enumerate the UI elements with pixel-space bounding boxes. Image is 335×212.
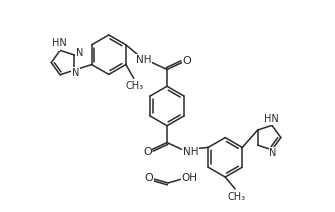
Text: HN: HN [52,38,66,49]
Text: CH₃: CH₃ [126,81,144,91]
Text: H: H [53,41,60,50]
Text: CH₃: CH₃ [227,192,245,202]
Text: O: O [143,147,152,157]
Text: O: O [182,56,191,66]
Text: N: N [76,48,84,58]
Text: HN: HN [264,114,278,124]
Text: NH: NH [136,55,151,65]
Text: OH: OH [182,173,198,183]
Text: N: N [269,148,277,158]
Text: N: N [72,68,79,78]
Text: O: O [145,173,154,183]
Text: NH: NH [183,147,198,157]
